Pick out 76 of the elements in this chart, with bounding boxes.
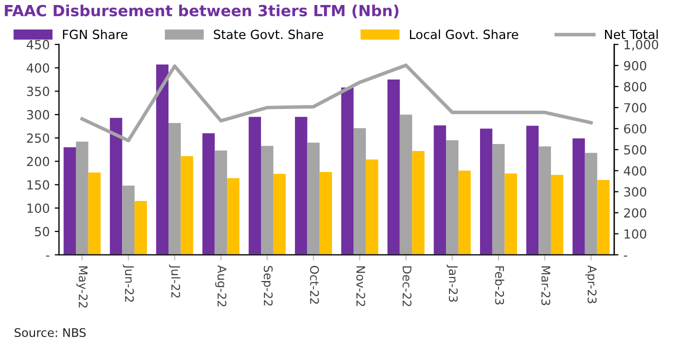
bar [504, 173, 518, 255]
bar [538, 146, 551, 255]
line-series [80, 64, 593, 142]
y-tick-label: 50 [35, 226, 50, 236]
y2-tick-label: 800 [624, 82, 646, 92]
bar [110, 118, 122, 255]
x-tick-label: Feb-23 [495, 266, 504, 304]
x-tick-label: Nov-22 [356, 266, 366, 306]
x-tick-label: Apr-23 [585, 265, 597, 304]
y-tick-label: 100 [27, 204, 50, 213]
y2-tick-label: 600 [624, 124, 646, 134]
y2-tick-label: 200 [624, 208, 646, 218]
bar [387, 80, 400, 255]
bar [134, 201, 147, 255]
bar [122, 186, 135, 255]
bar [550, 174, 564, 255]
y2-tick-label: 100 [624, 229, 646, 239]
y2-tick-label: 900 [624, 60, 646, 70]
bar [320, 172, 332, 255]
bar [273, 174, 286, 255]
x-tick-label: Sep-22 [261, 266, 273, 306]
x-tick-label: Jul-22 [169, 264, 180, 298]
bar [76, 142, 88, 255]
y-tick-label: 450 [26, 40, 50, 50]
bar [572, 138, 585, 255]
x-tick-label: Oct-22 [310, 266, 319, 304]
bar [294, 116, 308, 255]
legend-label: Net Total [605, 29, 658, 40]
y-tick-label: 350 [27, 86, 50, 96]
chart-title: FAAC Disbursement between 3tiers LTM (Nbn) [4, 4, 398, 18]
bar [354, 128, 366, 255]
source-note: Source: NBS [14, 328, 86, 338]
bar [492, 144, 505, 255]
y-tick-label: 150 [27, 180, 50, 190]
y-tick-label: 250 [27, 133, 50, 143]
legend-label: FGN Share [63, 29, 128, 40]
y2-tick-label: 300 [624, 187, 646, 197]
bar [180, 156, 194, 255]
x-tick-label: Jun-22 [122, 264, 134, 302]
legend-label: State Govt. Share [214, 29, 324, 40]
x-tick-label: Jan-23 [446, 264, 458, 302]
bar [341, 87, 354, 255]
bar [400, 114, 412, 255]
x-tick-label: May-22 [76, 266, 88, 308]
x-tick-label: Mar-23 [541, 266, 550, 306]
y2-tick-label: 400 [624, 166, 646, 176]
bar [156, 64, 168, 255]
bar [202, 133, 215, 255]
bar [261, 146, 274, 255]
bar [480, 128, 492, 255]
y2-tick-label: 500 [624, 145, 646, 155]
x-tick-label: Dec-22 [402, 266, 412, 306]
y2-tick-label: - [624, 256, 628, 257]
bar [366, 159, 378, 255]
bar [434, 125, 446, 255]
bar [248, 116, 262, 255]
y-tick-label: 200 [27, 156, 50, 166]
y2-tick-label: 1,000 [624, 40, 658, 51]
bar [412, 151, 424, 255]
bar [458, 170, 471, 255]
y-tick-label: - [46, 256, 50, 257]
bar [168, 122, 181, 255]
bar [64, 147, 76, 255]
bar [526, 126, 539, 255]
y-tick-label: 300 [27, 110, 50, 120]
bar [584, 152, 598, 255]
legend-label: Local Govt. Share [410, 29, 518, 40]
bar [88, 172, 101, 255]
bar [597, 180, 610, 255]
bar [214, 150, 228, 255]
x-tick-label: Aug-22 [215, 265, 226, 306]
bar [446, 140, 458, 255]
y2-tick-label: 700 [624, 103, 646, 112]
y-tick-label: 400 [26, 63, 50, 73]
bar [307, 142, 320, 255]
bar [227, 178, 240, 255]
